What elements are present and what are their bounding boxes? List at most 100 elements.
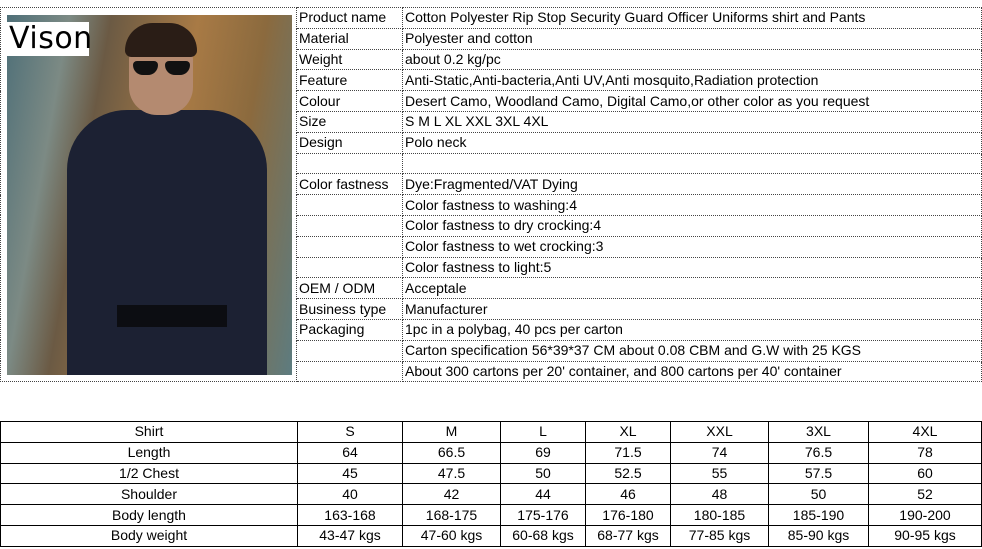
spec-value: S M L XL XXL 3XL 4XL [402, 110, 982, 133]
spec-value: 1pc in a polybag, 40 pcs per carton [402, 318, 982, 341]
size-chart-table: Shirt S M L XL XXL 3XL 4XL Length 64 66.5 69 71.5 74 7… [0, 421, 982, 547]
size-cell: Length [0, 441, 298, 464]
spec-label: Feature [296, 69, 403, 92]
spec-label: Color fastness [296, 173, 403, 196]
spec-row: OEM / ODM Acceptale [1, 277, 982, 300]
size-cell: 55 [670, 462, 769, 485]
product-photo-cell: Vison [0, 6, 297, 383]
column-header: XXL [670, 421, 769, 443]
size-cell: 176-180 [585, 504, 671, 526]
size-cell: 52 [868, 483, 982, 506]
spec-value: Color fastness to light:5 [402, 256, 982, 279]
size-chart-row: Shoulder 40 42 44 46 48 50 52 [0, 483, 982, 506]
size-cell: 46 [585, 483, 671, 506]
size-cell: 71.5 [585, 441, 671, 464]
size-cell: 78 [868, 441, 982, 464]
spec-value: Cotton Polyester Rip Stop Security Guard… [402, 7, 982, 29]
spec-value: Carton specification 56*39*37 CM about 0… [402, 339, 982, 362]
spec-value: Color fastness to wet crocking:3 [402, 235, 982, 258]
spec-row: Color fastness Dye:Fragmented/VAT Dying [1, 173, 982, 196]
size-cell: 64 [297, 441, 403, 464]
size-cell: 47.5 [402, 462, 501, 485]
size-cell: Body length [0, 504, 298, 526]
size-chart-row: 1/2 Chest 45 47.5 50 52.5 55 57.5 60 [0, 462, 982, 485]
spec-label [296, 360, 403, 383]
size-cell: 175-176 [500, 504, 586, 526]
spec-value: Polyester and cotton [402, 27, 982, 50]
spec-value: Anti-Static,Anti-bacteria,Anti UV,Anti m… [402, 69, 982, 92]
logo-text: Vison [9, 21, 93, 56]
spec-value: Acceptale [402, 277, 982, 300]
size-cell: 40 [297, 483, 403, 506]
spec-value: Color fastness to washing:4 [402, 194, 982, 216]
size-cell: 52.5 [585, 462, 671, 485]
column-header: M [402, 421, 501, 443]
size-cell: 180-185 [670, 504, 769, 526]
spec-label: Packaging [296, 318, 403, 341]
spec-value: Desert Camo, Woodland Camo, Digital Camo… [402, 90, 982, 112]
spec-value [402, 152, 982, 175]
size-cell: 60-68 kgs [500, 524, 586, 547]
size-chart-row: Body weight 43-47 kgs 47-60 kgs 60-68 kgs 68… [0, 524, 982, 547]
size-cell: 48 [670, 483, 769, 506]
spec-label: Material [296, 27, 403, 50]
uniform-figure [67, 110, 267, 375]
size-cell: 68-77 kgs [585, 524, 671, 547]
spec-label [296, 235, 403, 258]
size-cell: 50 [768, 483, 869, 506]
spec-label: Size [296, 110, 403, 133]
size-cell: 185-190 [768, 504, 869, 526]
spec-row: Color fastness to washing:4 [1, 194, 982, 216]
column-header: XL [585, 421, 671, 443]
size-cell: 77-85 kgs [670, 524, 769, 547]
size-cell: 50 [500, 462, 586, 485]
column-header: L [500, 421, 586, 443]
size-chart-row: Length 64 66.5 69 71.5 74 76.5 78 [0, 441, 982, 464]
size-cell: 85-90 kgs [768, 524, 869, 547]
size-cell: Shoulder [0, 483, 298, 506]
size-cell: 57.5 [768, 462, 869, 485]
belt [117, 305, 227, 327]
vison-logo: Vison [7, 22, 92, 56]
spec-value: about 0.2 kg/pc [402, 48, 982, 71]
spec-row: Feature Anti-Static,Anti-bacteria,Anti UV… [1, 69, 982, 92]
size-cell: 43-47 kgs [297, 524, 403, 547]
column-header: 4XL [868, 421, 982, 443]
spec-value: About 300 cartons per 20' container, and… [402, 360, 982, 383]
spec-label [296, 152, 403, 175]
size-cell: 66.5 [402, 441, 501, 464]
spec-label [296, 339, 403, 362]
column-header: 3XL [768, 421, 869, 443]
size-cell: 44 [500, 483, 586, 506]
column-header: Shirt [0, 421, 298, 443]
size-chart-row: Body length 163-168 168-175 175-176 176-180 1… [0, 504, 982, 526]
product-spec-table: Vison Product name Cotton Polyester Rip St… [0, 6, 982, 383]
spec-row: Color fastness to dry crocking:4 [1, 214, 982, 237]
spec-label: Weight [296, 48, 403, 71]
spec-label: Colour [296, 90, 403, 112]
spec-label: Business type [296, 298, 403, 320]
spec-value: Dye:Fragmented/VAT Dying [402, 173, 982, 196]
spec-label [296, 256, 403, 279]
spec-label: Product name [296, 7, 403, 29]
size-cell: 168-175 [402, 504, 501, 526]
size-cell: 1/2 Chest [0, 462, 298, 485]
size-cell: Body weight [0, 524, 298, 547]
spec-label: Design [296, 131, 403, 154]
spec-label [296, 214, 403, 237]
spec-value: Color fastness to dry crocking:4 [402, 214, 982, 237]
spec-row: About 300 cartons per 20' container, and… [1, 360, 982, 383]
spec-value: Polo neck [402, 131, 982, 154]
size-cell: 90-95 kgs [868, 524, 982, 547]
column-header: S [297, 421, 403, 443]
size-cell: 190-200 [868, 504, 982, 526]
product-photo [7, 15, 292, 375]
size-cell: 74 [670, 441, 769, 464]
size-cell: 45 [297, 462, 403, 485]
size-cell: 69 [500, 441, 586, 464]
spec-row: Business type Manufacturer [1, 298, 982, 320]
size-chart-header: Shirt S M L XL XXL 3XL 4XL [0, 421, 982, 443]
size-cell: 47-60 kgs [402, 524, 501, 547]
spec-value: Manufacturer [402, 298, 982, 320]
spec-label [296, 194, 403, 216]
